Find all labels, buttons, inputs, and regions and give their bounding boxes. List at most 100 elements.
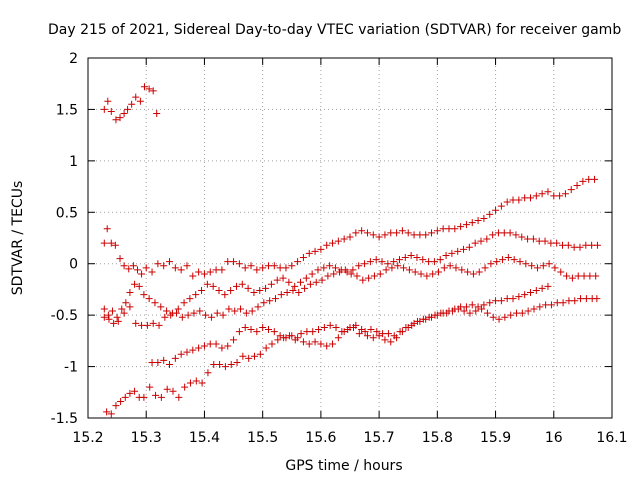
series-satellite-F (148, 282, 552, 369)
data-point (235, 260, 243, 268)
data-point (349, 266, 357, 274)
data-point (262, 344, 270, 352)
data-point (573, 182, 581, 190)
data-point (551, 264, 559, 272)
data-point (334, 237, 342, 245)
data-point (504, 254, 512, 262)
data-point (126, 289, 134, 297)
data-point (404, 323, 412, 331)
data-point (563, 272, 571, 280)
data-point (301, 284, 309, 292)
data-point (126, 303, 134, 311)
data-point (336, 268, 344, 276)
data-point (107, 239, 115, 247)
data-point (355, 262, 363, 270)
data-point (363, 332, 371, 340)
data-point (369, 231, 377, 239)
data-point (104, 311, 112, 319)
data-point (215, 286, 223, 294)
data-point (475, 268, 483, 276)
data-point (129, 262, 137, 270)
data-point (183, 348, 191, 356)
data-point (405, 266, 413, 274)
data-point (400, 264, 408, 272)
data-point (423, 272, 431, 280)
data-point (100, 239, 108, 247)
data-point (213, 309, 221, 317)
data-point (302, 274, 310, 282)
x-tick-label: 15.6 (305, 430, 336, 446)
data-point (434, 268, 442, 276)
y-tick-label: -1 (64, 360, 78, 376)
data-points (100, 83, 601, 418)
data-point (175, 393, 183, 401)
data-point (270, 328, 278, 336)
plot-frame (87, 57, 613, 419)
data-point (140, 393, 148, 401)
data-point (227, 361, 235, 369)
data-point (174, 305, 182, 313)
data-point (288, 332, 296, 340)
data-point (190, 309, 198, 317)
data-point (393, 229, 401, 237)
data-point (120, 309, 128, 317)
data-point (166, 258, 174, 266)
data-point (401, 254, 409, 262)
data-point (198, 286, 206, 294)
data-point (153, 110, 161, 118)
data-point (462, 303, 470, 311)
data-point (323, 241, 331, 249)
data-point (334, 334, 342, 342)
data-point (564, 241, 572, 249)
data-point (107, 410, 115, 418)
data-point (361, 260, 369, 268)
data-point (480, 214, 488, 222)
data-point (264, 326, 272, 334)
data-point (422, 315, 430, 323)
data-point (440, 264, 448, 272)
data-point (538, 190, 546, 198)
data-point (100, 305, 108, 313)
data-point (492, 206, 500, 214)
data-point (189, 346, 197, 354)
x-tick-label: 15.4 (189, 430, 220, 446)
data-point (183, 262, 191, 270)
data-point (186, 379, 194, 387)
chart-title: Day 215 of 2021, Sidereal Day-to-day VTE… (48, 22, 621, 38)
data-point (528, 262, 536, 270)
data-point (289, 286, 297, 294)
data-point (442, 251, 450, 259)
data-point (167, 311, 175, 319)
data-point (163, 307, 171, 315)
y-axis: -1.5 -1 -0.5 0 0.5 1 1.5 2 (51, 51, 612, 427)
data-point (381, 231, 389, 239)
data-point (524, 307, 532, 315)
data-point (320, 323, 328, 331)
x-tick-label: 15.2 (72, 430, 103, 446)
data-point (142, 264, 150, 272)
data-point (515, 196, 523, 204)
data-point (200, 270, 208, 278)
data-point (553, 239, 561, 247)
data-point (567, 186, 575, 194)
data-point (149, 319, 157, 327)
data-point (381, 336, 389, 344)
data-point (561, 190, 569, 198)
data-point (138, 270, 146, 278)
data-point (233, 358, 241, 366)
data-point (200, 342, 208, 350)
data-point (283, 289, 291, 297)
data-point (483, 309, 491, 317)
data-point (227, 286, 235, 294)
data-point (105, 315, 113, 323)
data-point (464, 268, 472, 276)
data-point (592, 272, 600, 280)
data-point (260, 299, 268, 307)
x-tick-label: 15.5 (247, 430, 278, 446)
data-point (460, 245, 468, 253)
data-point (232, 282, 240, 290)
data-point (253, 266, 261, 274)
data-point (393, 334, 401, 342)
data-point (477, 237, 485, 245)
data-point (532, 286, 540, 294)
